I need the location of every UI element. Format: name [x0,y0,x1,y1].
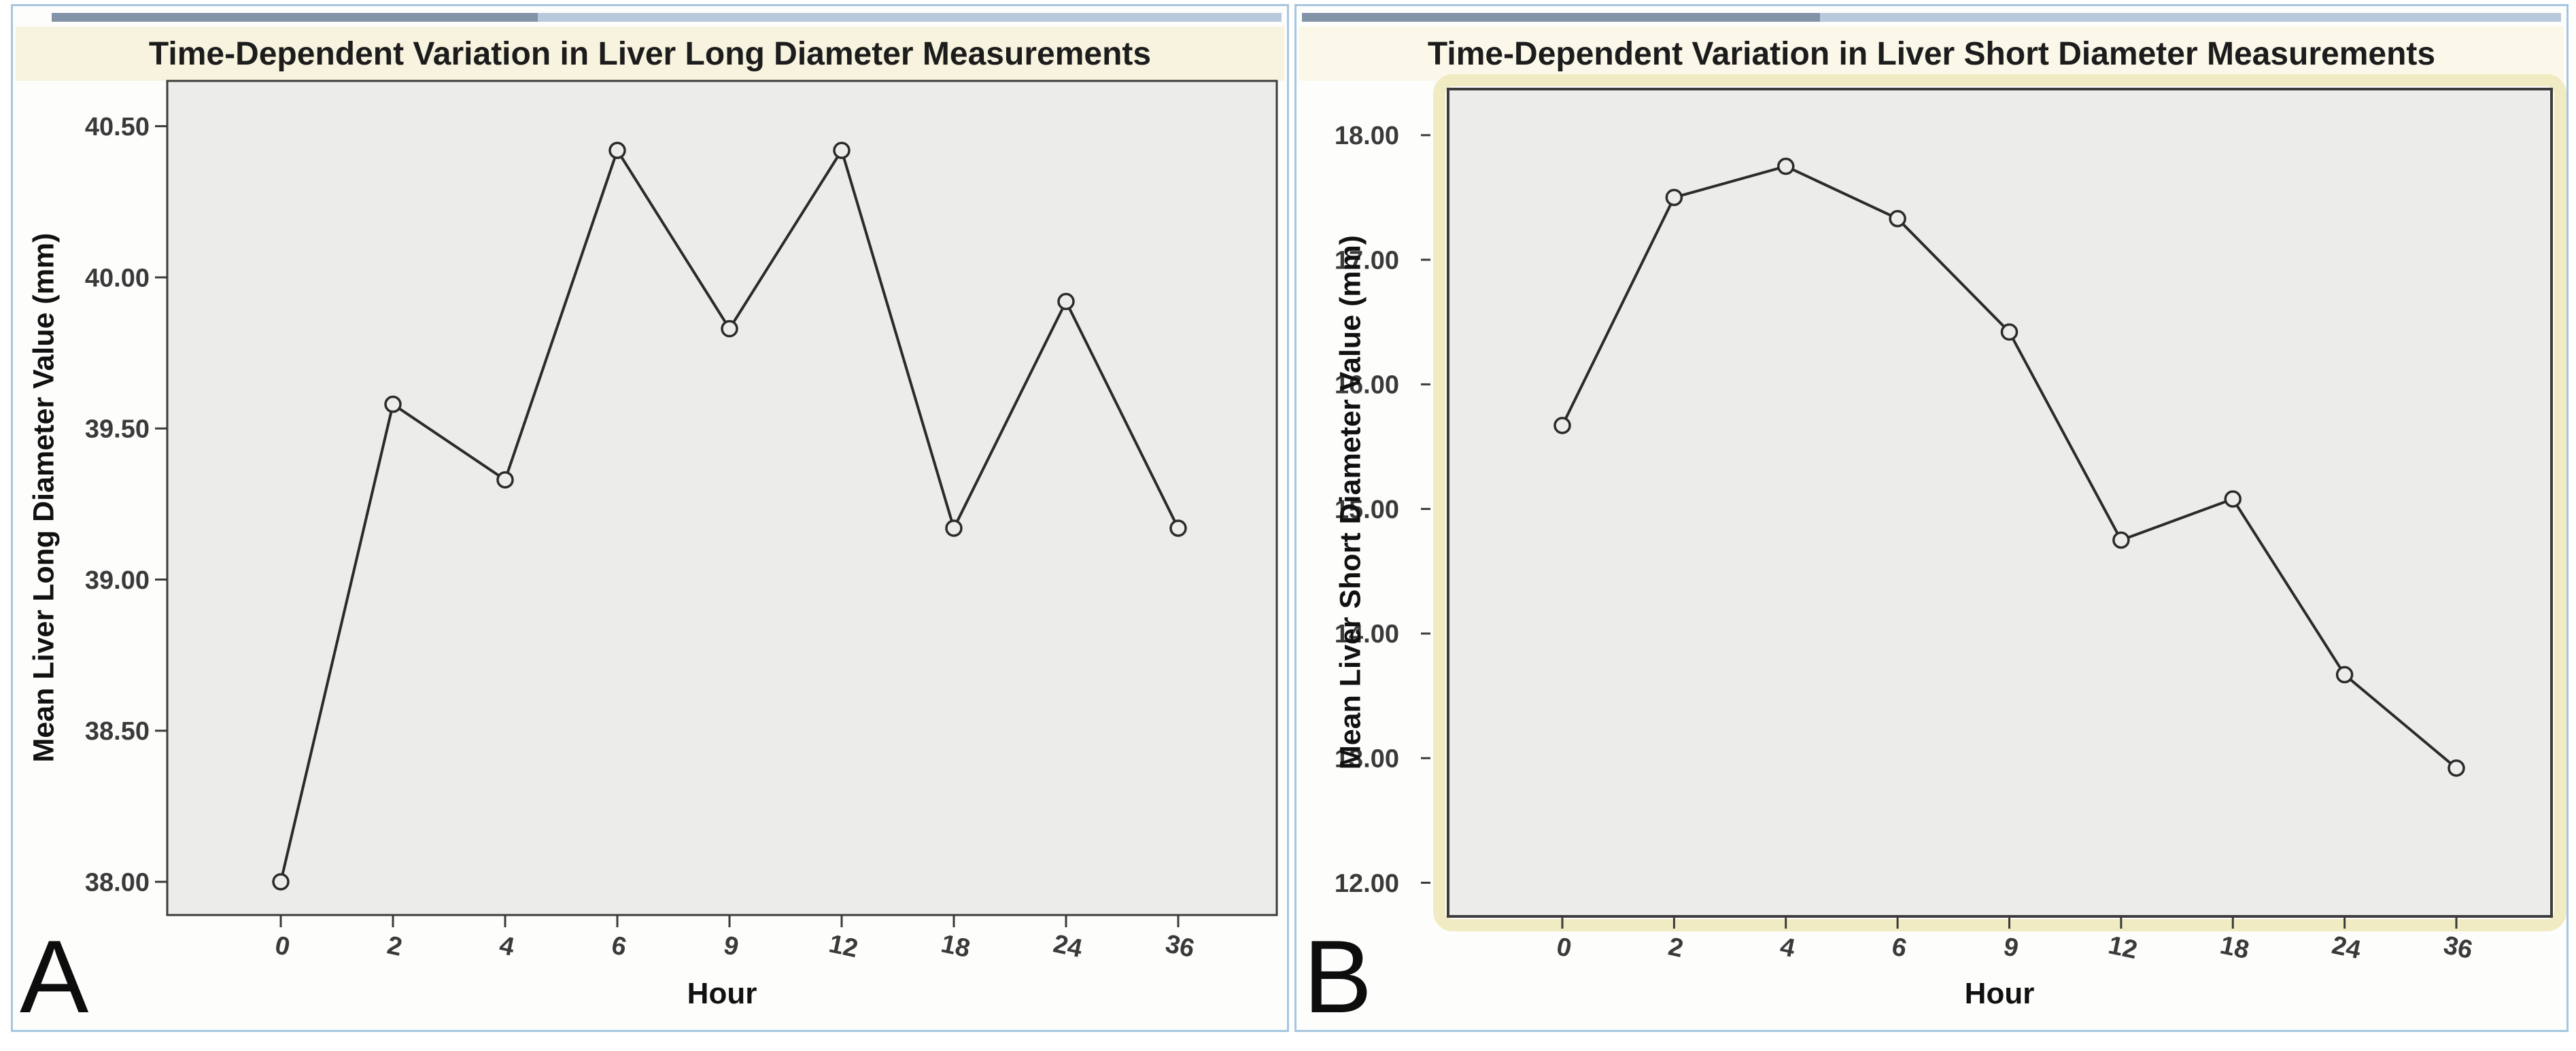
y-axis-title: Mean Liver Short Diameter Value (mm) [1334,235,1367,770]
x-tick-label: 4 [497,931,517,962]
y-tick-label: 18.00 [1335,122,1399,150]
x-tick-label: 12 [826,929,860,963]
panel-letter: B [1303,919,1373,1035]
chart-title: Time-Dependent Variation in Liver Short … [1427,35,2436,72]
x-tick-label: 6 [1889,933,1909,963]
data-point-marker [833,141,851,159]
y-tick-label: 15.00 [1335,496,1399,524]
data-point-marker [2112,531,2130,549]
data-point-marker [2224,490,2242,508]
data-point-marker [721,320,738,338]
x-axis-title: Hour [687,977,757,1010]
x-tick-label: 36 [2441,931,2475,965]
x-axis: 0 2 4 6 9 12 18 24 36 [273,915,1197,963]
x-tick-label: 0 [1554,933,1574,963]
data-point-marker [608,141,626,159]
plot-cream-border [1433,74,2566,931]
x-tick-label: 24 [2329,931,2363,965]
y-tick-label: 13.00 [1335,745,1399,774]
y-tick-label: 17.00 [1335,246,1399,275]
chart-title-band: Time-Dependent Variation in Liver Short … [1299,27,2564,81]
window-topbar-dark-segment [1302,13,1820,22]
data-point-marker [1665,188,1683,207]
data-point-marker [1777,157,1795,175]
panel-a: Time-Dependent Variation in Liver Long D… [11,4,1289,1032]
y-tick-label: 38.50 [85,717,150,746]
chart-title: Time-Dependent Variation in Liver Long D… [148,35,1152,72]
x-tick-label: 2 [385,931,405,962]
y-tick-label: 14.00 [1335,620,1399,649]
data-point-marker [1169,519,1187,537]
data-point-marker [496,471,514,489]
chart-title-band: Time-Dependent Variation in Liver Long D… [16,27,1284,81]
x-tick-label: 9 [721,931,741,962]
x-tick-label: 2 [1666,933,1685,963]
x-tick-label: 36 [1163,929,1197,963]
data-point-marker [945,519,963,537]
plot-area [1447,88,2553,918]
data-point-marker [2448,759,2465,777]
line-chart-liver-short-diameter: 12.00 13.00 14.00 15.00 16.00 17.00 18.00 0 2 4 6 9… [1296,6,2566,1030]
data-point-marker [1889,209,1906,228]
x-tick-label: 18 [938,929,972,963]
y-axis: 38.00 38.50 39.00 39.50 40.00 40.50 [85,113,167,897]
y-tick-label: 39.00 [85,566,150,595]
y-tick-label: 16.00 [1335,371,1399,400]
x-tick-label: 12 [2106,931,2140,965]
y-axis: 12.00 13.00 14.00 15.00 16.00 17.00 18.00 [1335,122,1430,898]
window-topbar-light-segment [538,13,1282,22]
x-tick-label: 24 [1050,929,1084,963]
data-point-marker [272,873,290,891]
data-point-marker [384,395,402,413]
y-tick-label: 38.00 [85,868,150,897]
window-topbar-dark-segment [52,13,538,22]
data-points [1553,157,2465,777]
y-tick-label: 40.00 [85,264,150,292]
panel-b: Time-Dependent Variation in Liver Short … [1294,4,2569,1032]
y-tick-label: 39.50 [85,415,150,444]
line-chart-liver-long-diameter: 38.00 38.50 39.00 39.50 40.00 40.50 0 2 4 6 9 12 18 2… [13,6,1287,1030]
y-tick-label: 40.50 [85,113,150,141]
data-point-marker [1553,417,1571,434]
window-topbar-light-segment [1820,13,2561,22]
x-tick-label: 4 [1778,933,1798,963]
data-point-marker [2000,323,2019,341]
x-axis-title: Hour [1964,977,2035,1010]
data-points [272,141,1187,891]
y-axis-title: Mean Liver Long Diameter Value (mm) [27,232,61,763]
x-tick-label: 6 [609,931,629,962]
data-point-marker [1057,292,1075,311]
panel-letter: A [20,919,89,1035]
x-tick-label: 9 [2001,933,2021,963]
data-point-marker [2335,666,2354,684]
x-tick-label: 18 [2218,931,2252,965]
y-tick-label: 12.00 [1335,869,1399,898]
plot-area [166,80,1278,916]
x-tick-label: 0 [273,931,292,962]
